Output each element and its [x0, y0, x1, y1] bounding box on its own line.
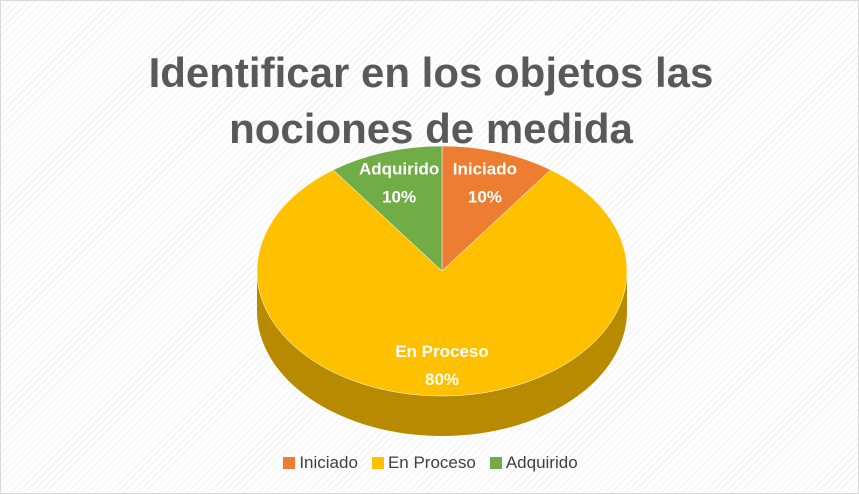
- legend: Iniciado En Proceso Adquirido: [1, 453, 859, 473]
- legend-item: Iniciado: [283, 453, 358, 473]
- slice-category-label: En Proceso: [395, 342, 489, 361]
- legend-label: Adquirido: [505, 453, 578, 472]
- slice: [441, 145, 552, 272]
- legend-item: Adquirido: [489, 453, 578, 473]
- slice-category-label: Adquirido: [359, 159, 439, 178]
- legend-label: Iniciado: [299, 453, 358, 472]
- slice: [256, 169, 628, 397]
- legend-swatch: [489, 457, 502, 469]
- slice: [332, 145, 443, 272]
- chart-title: Identificar en los objetos las nociones …: [148, 49, 714, 152]
- legend-swatch: [283, 457, 296, 469]
- slice-side: [257, 271, 627, 436]
- legend-label: En Proceso: [387, 453, 476, 472]
- slice-value-label: 10%: [468, 187, 502, 206]
- slice-value-label: 80%: [425, 370, 459, 389]
- legend-swatch: [371, 457, 384, 469]
- slice-category-label: Iniciado: [453, 159, 517, 178]
- legend-item: En Proceso: [371, 453, 476, 473]
- slice-value-label: 10%: [382, 187, 416, 206]
